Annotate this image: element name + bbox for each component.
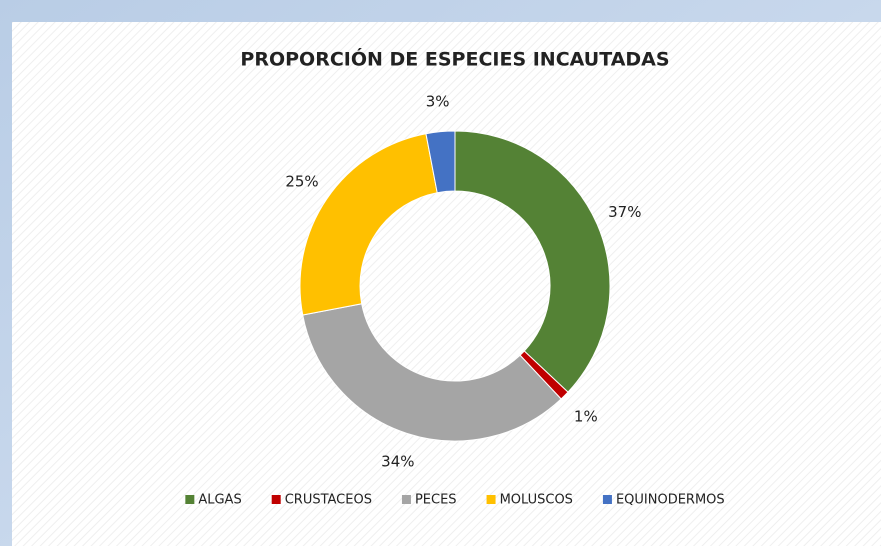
chart-area bbox=[12, 22, 881, 546]
legend-label: CRUSTACEOS bbox=[285, 493, 372, 508]
donut-segment bbox=[454, 130, 611, 393]
donut-segment bbox=[299, 133, 438, 316]
data-label: 34% bbox=[381, 452, 414, 470]
legend-label: MOLUSCOS bbox=[500, 493, 573, 508]
legend-swatch bbox=[271, 495, 281, 504]
data-label: 1% bbox=[574, 407, 598, 425]
legend-swatch bbox=[185, 495, 195, 504]
data-label: 37% bbox=[608, 203, 641, 221]
legend-swatch bbox=[401, 495, 411, 504]
legend-swatch bbox=[486, 495, 496, 504]
legend-swatch bbox=[602, 495, 612, 504]
legend-label: ALGAS bbox=[198, 493, 241, 508]
data-label: 3% bbox=[426, 92, 450, 110]
legend-label: PECES bbox=[415, 493, 457, 508]
chart-title: PROPORCIÓN DE ESPECIES INCAUTADAS bbox=[240, 47, 669, 71]
legend-label: EQUINODERMOS bbox=[616, 493, 725, 508]
data-label: 25% bbox=[285, 173, 318, 191]
donut-segment bbox=[302, 303, 562, 442]
donut-segment bbox=[425, 130, 456, 194]
